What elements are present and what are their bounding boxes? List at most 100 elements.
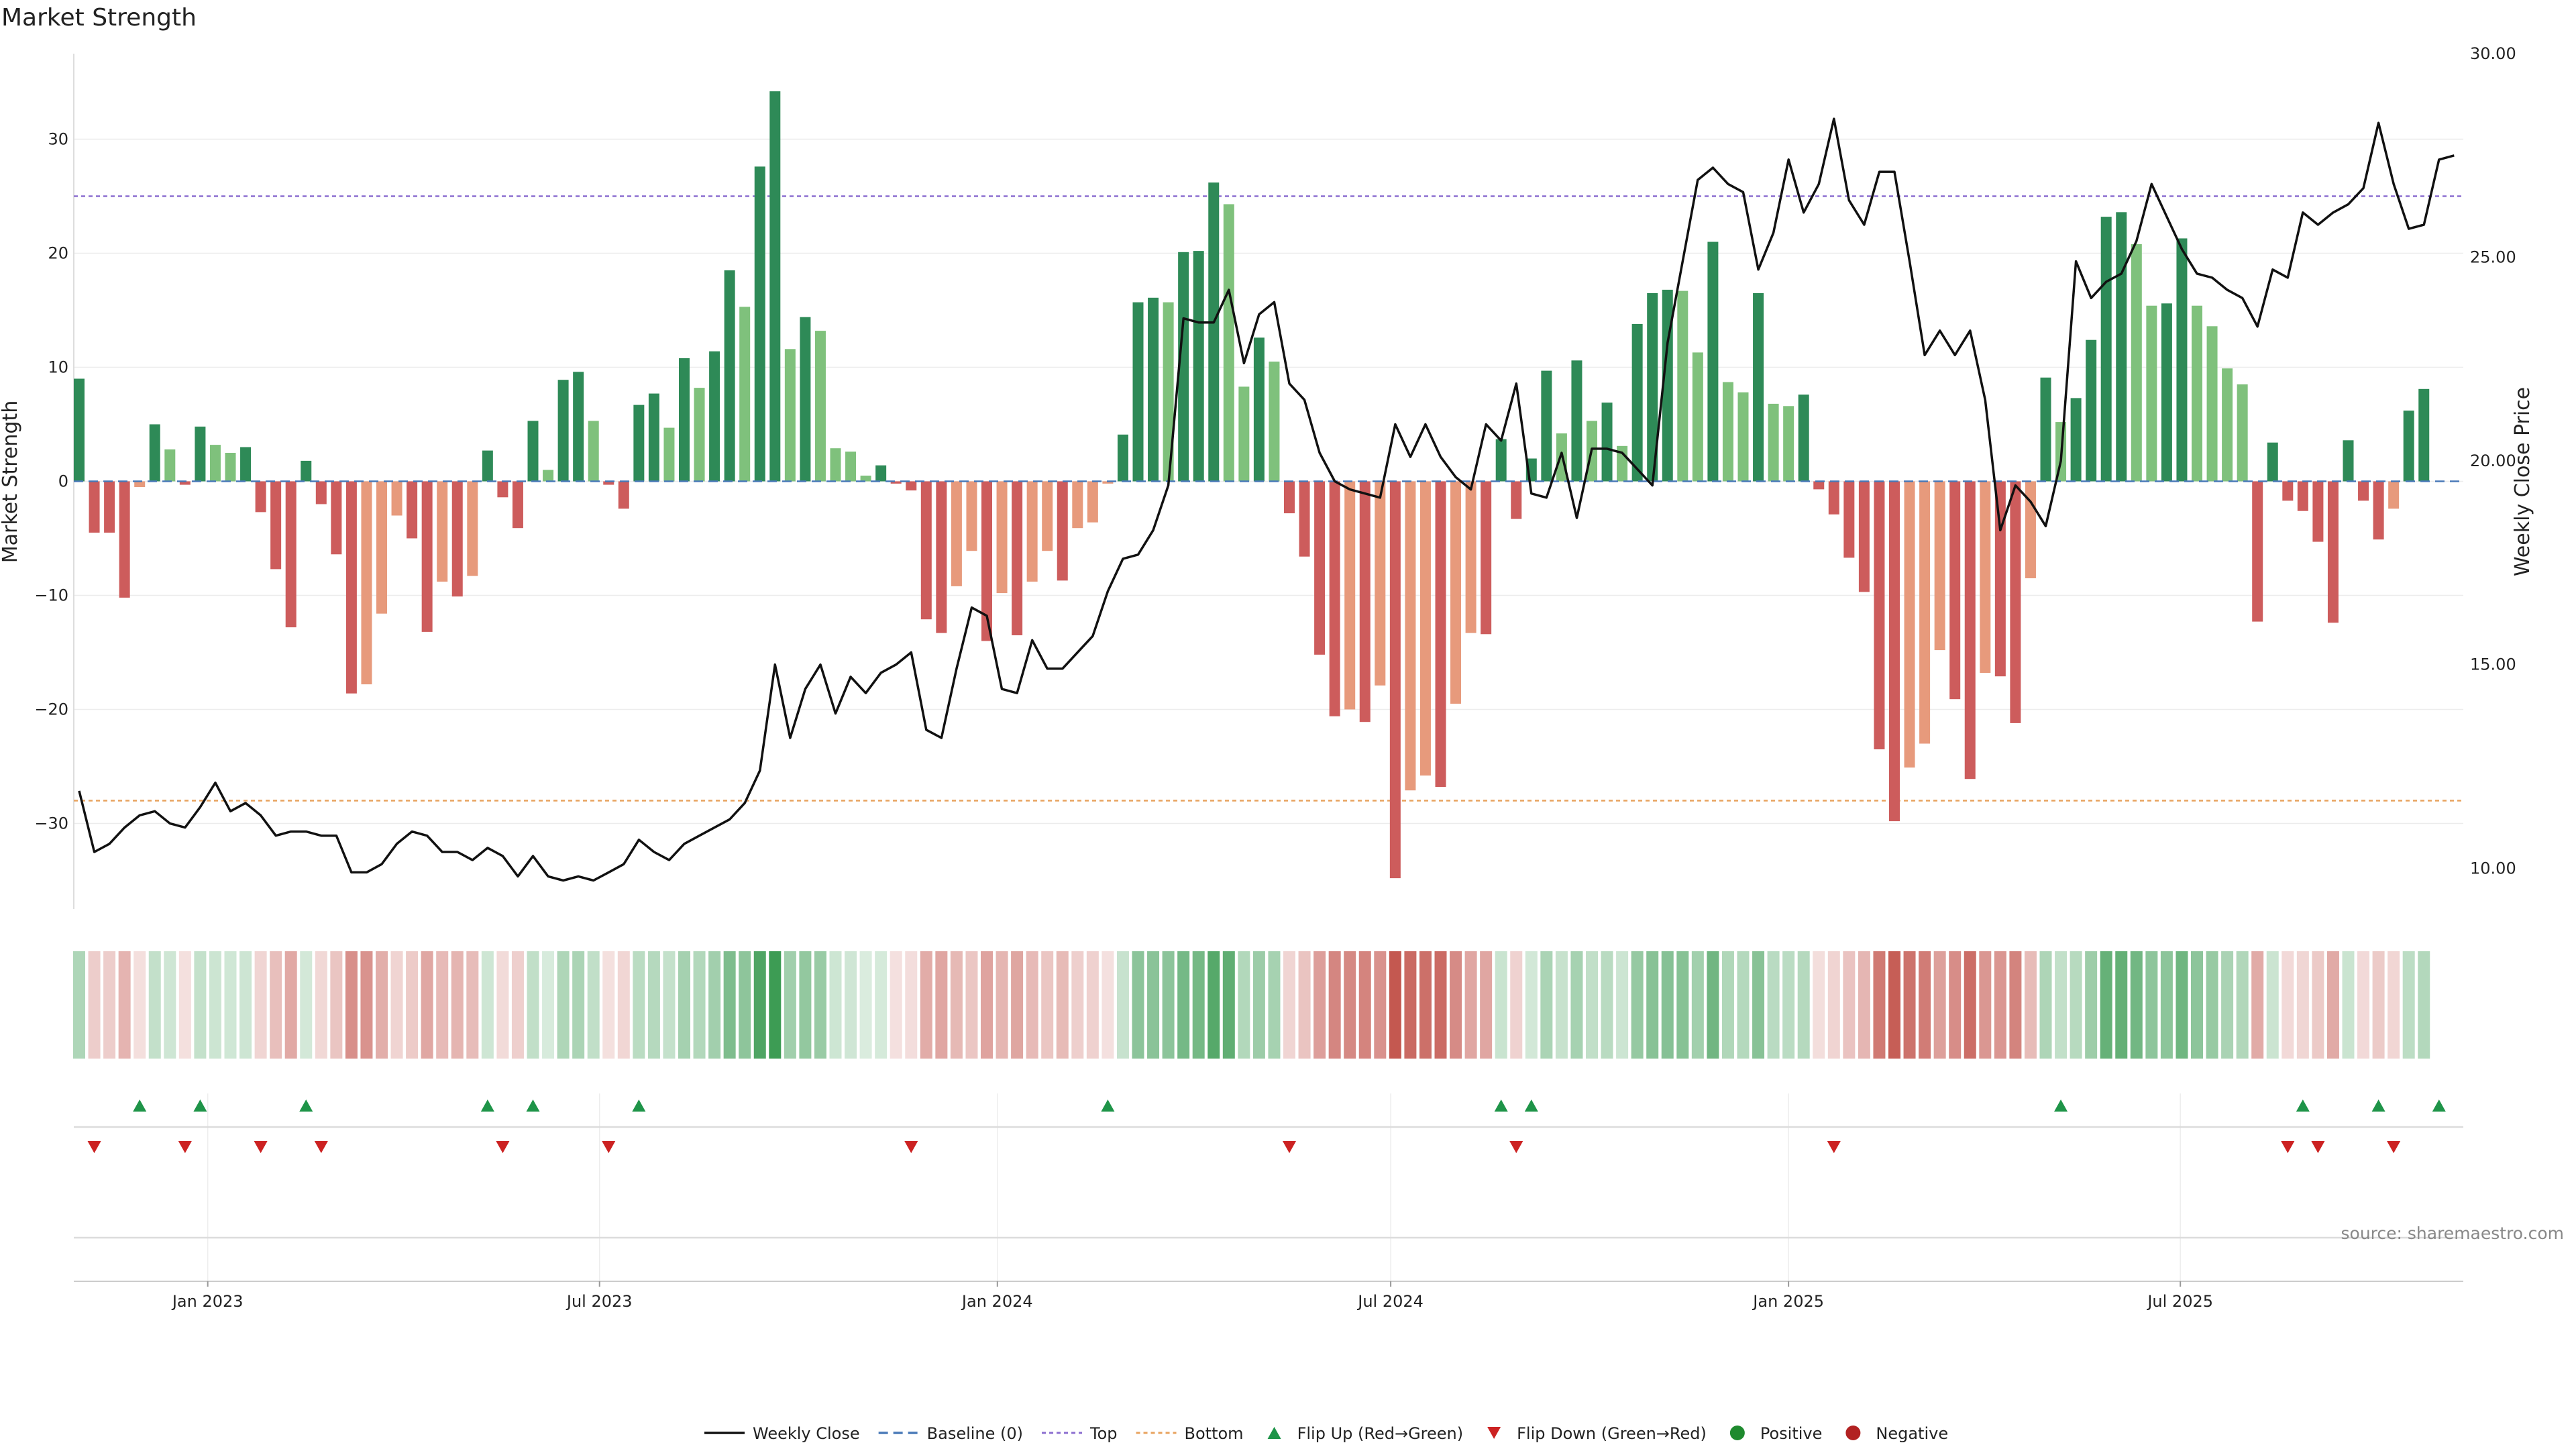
heat-cell: [920, 951, 932, 1059]
heat-cell: [2070, 951, 2082, 1059]
left-tick-label: 20: [48, 244, 68, 263]
heat-cell: [935, 951, 948, 1059]
heat-cell: [1208, 951, 1220, 1059]
heat-cell: [1358, 951, 1371, 1059]
heat-cell: [481, 951, 494, 1059]
strength-bar: [345, 481, 357, 694]
heat-cell: [496, 951, 509, 1059]
strength-bar: [391, 481, 402, 516]
heat-cell: [1994, 951, 2006, 1059]
heat-cell: [875, 951, 888, 1059]
strength-bar: [1858, 481, 1870, 592]
heat-cell: [1389, 951, 1401, 1059]
strength-bar: [1737, 392, 1749, 482]
heat-cell: [436, 951, 449, 1059]
heat-cell: [1858, 951, 1870, 1059]
chart-title: Market Strength: [1, 4, 197, 32]
heat-cell: [1132, 951, 1144, 1059]
strength-bar: [195, 426, 206, 482]
strength-bar: [497, 481, 508, 498]
flip-down-marker: [2387, 1141, 2401, 1153]
right-tick-label: 20.00: [2470, 451, 2516, 470]
flip-down-marker: [87, 1141, 101, 1153]
strength-bar: [1465, 481, 1477, 633]
heat-cell: [178, 951, 191, 1059]
heat-cell: [1116, 951, 1129, 1059]
strength-bar: [1768, 403, 1779, 482]
heat-cell: [1404, 951, 1417, 1059]
heat-cell: [2130, 951, 2143, 1059]
strength-bar: [134, 481, 146, 487]
heat-cell: [133, 951, 146, 1059]
heat-cell: [2160, 951, 2173, 1059]
strength-bar: [1511, 481, 1522, 519]
x-tick-label: Jul 2023: [566, 1292, 633, 1311]
heat-cell: [2266, 951, 2279, 1059]
heat-cell: [1328, 951, 1341, 1059]
heat-cell: [708, 951, 721, 1059]
heat-cell: [2251, 951, 2264, 1059]
heat-cell: [1147, 951, 1160, 1059]
heat-cell: [769, 951, 782, 1059]
heat-cell: [284, 951, 297, 1059]
heat-cell: [1721, 951, 1734, 1059]
heat-cell: [1933, 951, 1946, 1059]
strength-bar: [2237, 384, 2248, 482]
heat-cell: [360, 951, 373, 1059]
left-tick-label: −30: [34, 814, 68, 833]
heat-cell: [1192, 951, 1205, 1059]
heat-cell: [981, 951, 993, 1059]
strength-bar: [1798, 394, 1809, 482]
strength-bar: [906, 481, 917, 491]
right-tick-label: 25.00: [2470, 248, 2516, 267]
strength-bar: [1601, 402, 1613, 482]
date-x-axis: Jan 2023 Jul 2023 Jan 2024 Jul 2024 Jan 2025…: [74, 1281, 2463, 1311]
strength-bar: [2025, 481, 2036, 578]
flip-up-marker: [480, 1099, 494, 1112]
strength-bar: [1419, 481, 1431, 776]
heat-cell: [1434, 951, 1447, 1059]
heat-cell: [2296, 951, 2309, 1059]
heat-cell: [1707, 951, 1719, 1059]
strength-bar: [2070, 398, 2082, 482]
flip-up-marker: [133, 1099, 147, 1112]
strength-bar: [240, 447, 252, 482]
strength-bar: [1843, 481, 1855, 558]
heat-cell: [1964, 951, 1976, 1059]
heat-cell: [1873, 951, 1886, 1059]
flip-down-marker: [1509, 1141, 1523, 1153]
left-tick-label: −20: [34, 700, 68, 719]
right-tick-label: 10.00: [2470, 859, 2516, 877]
strength-bar: [2418, 388, 2430, 482]
heat-cell: [890, 951, 902, 1059]
heat-cell: [2387, 951, 2400, 1059]
heat-cell: [965, 951, 978, 1059]
strength-bar: [1934, 481, 1945, 651]
flip-up-marker: [193, 1099, 207, 1112]
heat-cell: [678, 951, 690, 1059]
strength-bar: [361, 481, 372, 685]
heat-cell: [996, 951, 1008, 1059]
flip-up-marker: [526, 1099, 540, 1112]
strength-bar: [1148, 297, 1159, 482]
strength-bar: [421, 481, 433, 632]
strength-bar: [2297, 481, 2308, 511]
strength-bar: [2146, 305, 2157, 482]
flip-up-marker: [2432, 1099, 2446, 1112]
heat-cell: [1162, 951, 1175, 1059]
strength-bar: [407, 481, 418, 539]
right-axis-title: Weekly Close Price: [2511, 387, 2534, 576]
heat-cell: [1691, 951, 1704, 1059]
strength-bar: [1117, 434, 1128, 482]
heat-cell: [829, 951, 842, 1059]
heat-cell: [1222, 951, 1235, 1059]
strength-bar: [1692, 352, 1703, 482]
heat-cell: [633, 951, 645, 1059]
heat-cell: [2282, 951, 2294, 1059]
strength-bar: [2040, 377, 2051, 482]
left-tick-label: −10: [34, 586, 68, 605]
heat-cell: [2402, 951, 2415, 1059]
flip-down-marker: [904, 1141, 918, 1153]
flip-up-marker: [632, 1099, 646, 1112]
